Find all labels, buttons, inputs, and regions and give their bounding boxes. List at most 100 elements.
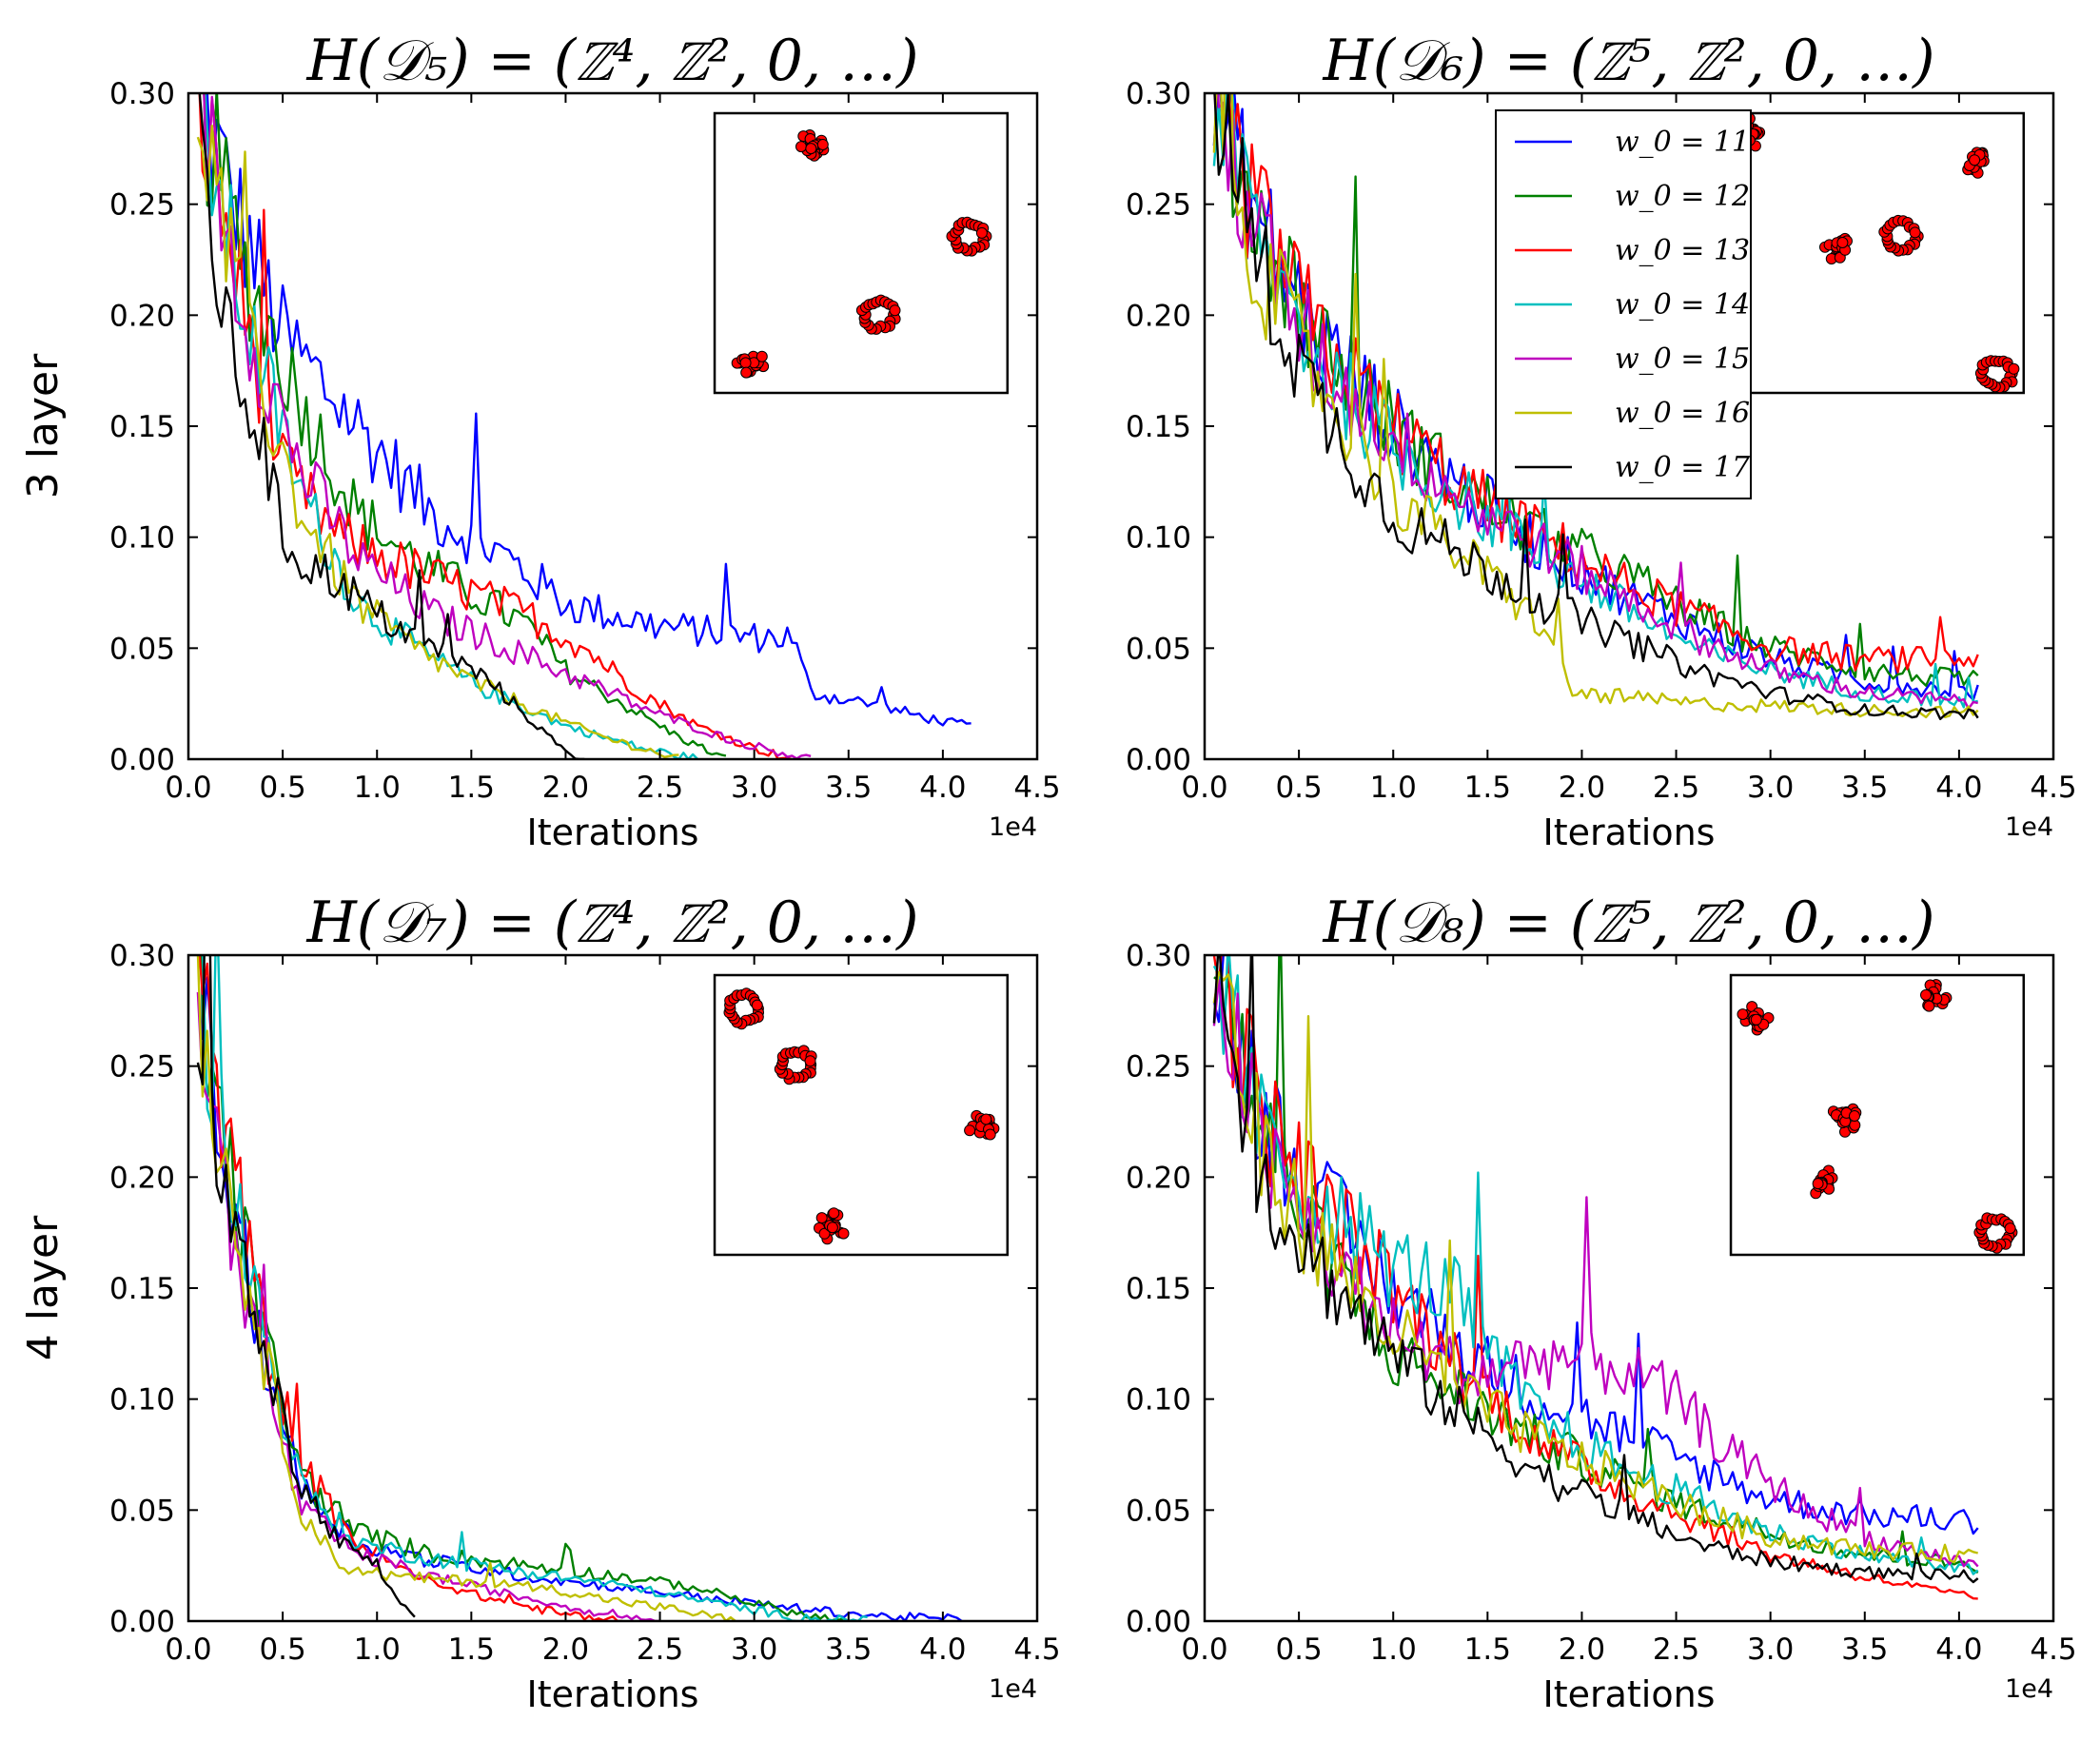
x-tick-label: 2.0 <box>542 771 589 805</box>
series-lines <box>196 955 963 1621</box>
inset-point <box>1923 1000 1935 1012</box>
x-tick-label: 1.5 <box>1464 771 1511 805</box>
y-tick-label: 0.05 <box>109 1494 175 1528</box>
legend-entry: w_0 = 14 <box>1615 288 1750 322</box>
x-tick-label: 3.5 <box>825 771 872 805</box>
x-tick-label: 1.5 <box>448 771 495 805</box>
inset-point <box>1909 226 1921 239</box>
inset-cluster <box>1737 1001 1775 1036</box>
series-line <box>1212 93 1979 701</box>
inset-cluster <box>1920 979 1953 1012</box>
inset-cluster <box>774 1045 817 1085</box>
y-tick-label: 0.10 <box>109 521 175 556</box>
x-tick-label: 4.5 <box>2030 771 2076 805</box>
series-line <box>1212 93 1979 687</box>
x-tick-label: 4.0 <box>1935 771 1982 805</box>
x-tick-label: 2.5 <box>1653 1632 1699 1667</box>
inset-point <box>740 366 753 379</box>
y-tick-label: 0.00 <box>1126 1605 1191 1639</box>
legend-entry: w_0 = 12 <box>1615 180 1750 213</box>
y-tick-label: 0.05 <box>1126 632 1191 666</box>
subplot-3: 0.0 0.5 1.0 1.5 2.0 2.5 3.0 3.5 4.0 4.5 0.00 0.05 0.… <box>109 890 1061 1715</box>
inset-point <box>975 226 988 239</box>
x-offset-label: 1e4 <box>2005 1674 2053 1704</box>
inset-point <box>889 304 901 317</box>
inset-frame <box>713 973 1010 1257</box>
y-tick-label: 0.15 <box>109 410 175 444</box>
y-tick-label: 0.05 <box>1126 1494 1191 1528</box>
y-tick-label: 0.15 <box>1126 410 1191 444</box>
inset-point <box>1920 988 1932 1001</box>
x-axis-label: Iterations <box>527 811 699 853</box>
subplot-title: H(𝒟₈) = (ℤ⁵, ℤ², 0, …) <box>1322 890 1934 956</box>
y-tick-label: 0.20 <box>1126 299 1191 333</box>
x-axis-label: Iterations <box>1543 1673 1716 1715</box>
series-line <box>204 93 699 759</box>
inset-point <box>815 1212 828 1224</box>
series-line <box>1212 955 1979 1584</box>
inset-point <box>739 357 752 369</box>
series-line <box>1216 93 1978 711</box>
subplot-1: 0.0 0.5 1.0 1.5 2.0 2.5 3.0 3.5 4.0 4.5 0.00 0.05 0.… <box>109 28 1061 853</box>
y-tick-label: 0.30 <box>109 939 175 973</box>
y-tick-label: 0.20 <box>109 1161 175 1195</box>
series-lines <box>1212 955 1979 1600</box>
y-tick-label: 0.15 <box>1126 1272 1191 1306</box>
x-tick-label: 3.5 <box>1841 1632 1888 1667</box>
inset-scatter <box>1729 111 2026 395</box>
x-tick-label: 0.5 <box>1275 1632 1322 1667</box>
inset-cluster <box>964 1109 1000 1141</box>
x-tick-label: 2.5 <box>637 771 683 805</box>
series-line <box>203 93 812 759</box>
inset-cluster <box>1974 355 2020 394</box>
y-tick-label: 0.00 <box>109 743 175 777</box>
inset-point <box>804 1055 816 1067</box>
y-tick-label: 0.30 <box>1126 77 1191 111</box>
x-tick-label: 0.5 <box>1275 771 1322 805</box>
series-lines <box>1212 93 1979 720</box>
inset-point <box>751 999 763 1011</box>
x-tick-label: 4.5 <box>1013 1632 1060 1667</box>
inset-point <box>1750 1013 1762 1026</box>
y-tick-label: 0.25 <box>109 188 175 223</box>
x-tick-label: 0.5 <box>259 771 305 805</box>
x-tick-label: 2.5 <box>637 1632 683 1667</box>
inset-point <box>1812 1178 1824 1190</box>
series-line <box>196 125 679 758</box>
inset-point <box>828 1207 840 1220</box>
x-tick-label: 1.0 <box>1370 771 1417 805</box>
y-tick-label: 0.10 <box>1126 521 1191 556</box>
inset-point <box>1836 237 1849 248</box>
inset-point <box>964 1124 976 1137</box>
subplot-title: H(𝒟₅) = (ℤ⁴, ℤ², 0, …) <box>305 28 918 94</box>
row-label: 4 layer <box>19 1215 68 1360</box>
x-offset-label: 1e4 <box>2005 812 2053 842</box>
x-tick-label: 1.0 <box>1370 1632 1417 1667</box>
x-tick-label: 4.0 <box>919 771 966 805</box>
x-tick-label: 0.0 <box>1181 771 1227 805</box>
inset-point <box>2008 362 2020 375</box>
x-tick-label: 2.5 <box>1653 771 1699 805</box>
inset-point <box>1737 1008 1749 1021</box>
x-tick-label: 3.5 <box>825 1632 872 1667</box>
x-tick-label: 4.0 <box>1935 1632 1982 1667</box>
y-tick-label: 0.20 <box>109 299 175 333</box>
series-line <box>196 955 416 1618</box>
subplot-title: H(𝒟₇) = (ℤ⁴, ℤ², 0, …) <box>305 890 918 956</box>
x-tick-label: 3.0 <box>1747 1632 1794 1667</box>
inset-point <box>837 1227 850 1240</box>
inset-cluster <box>1973 1212 2018 1254</box>
inset-cluster <box>795 129 830 162</box>
x-axis-label: Iterations <box>1543 811 1716 853</box>
x-tick-label: 4.0 <box>919 1632 966 1667</box>
series-line <box>198 93 585 759</box>
x-tick-label: 3.0 <box>1747 771 1794 805</box>
x-tick-label: 0.0 <box>165 771 211 805</box>
inset-point <box>1969 154 1981 166</box>
inset-cluster <box>1810 1164 1838 1200</box>
inset-point <box>2004 1222 2016 1235</box>
inset-scatter <box>713 973 1010 1257</box>
inset-cluster <box>1962 147 1990 179</box>
x-offset-label: 1e4 <box>989 812 1037 842</box>
